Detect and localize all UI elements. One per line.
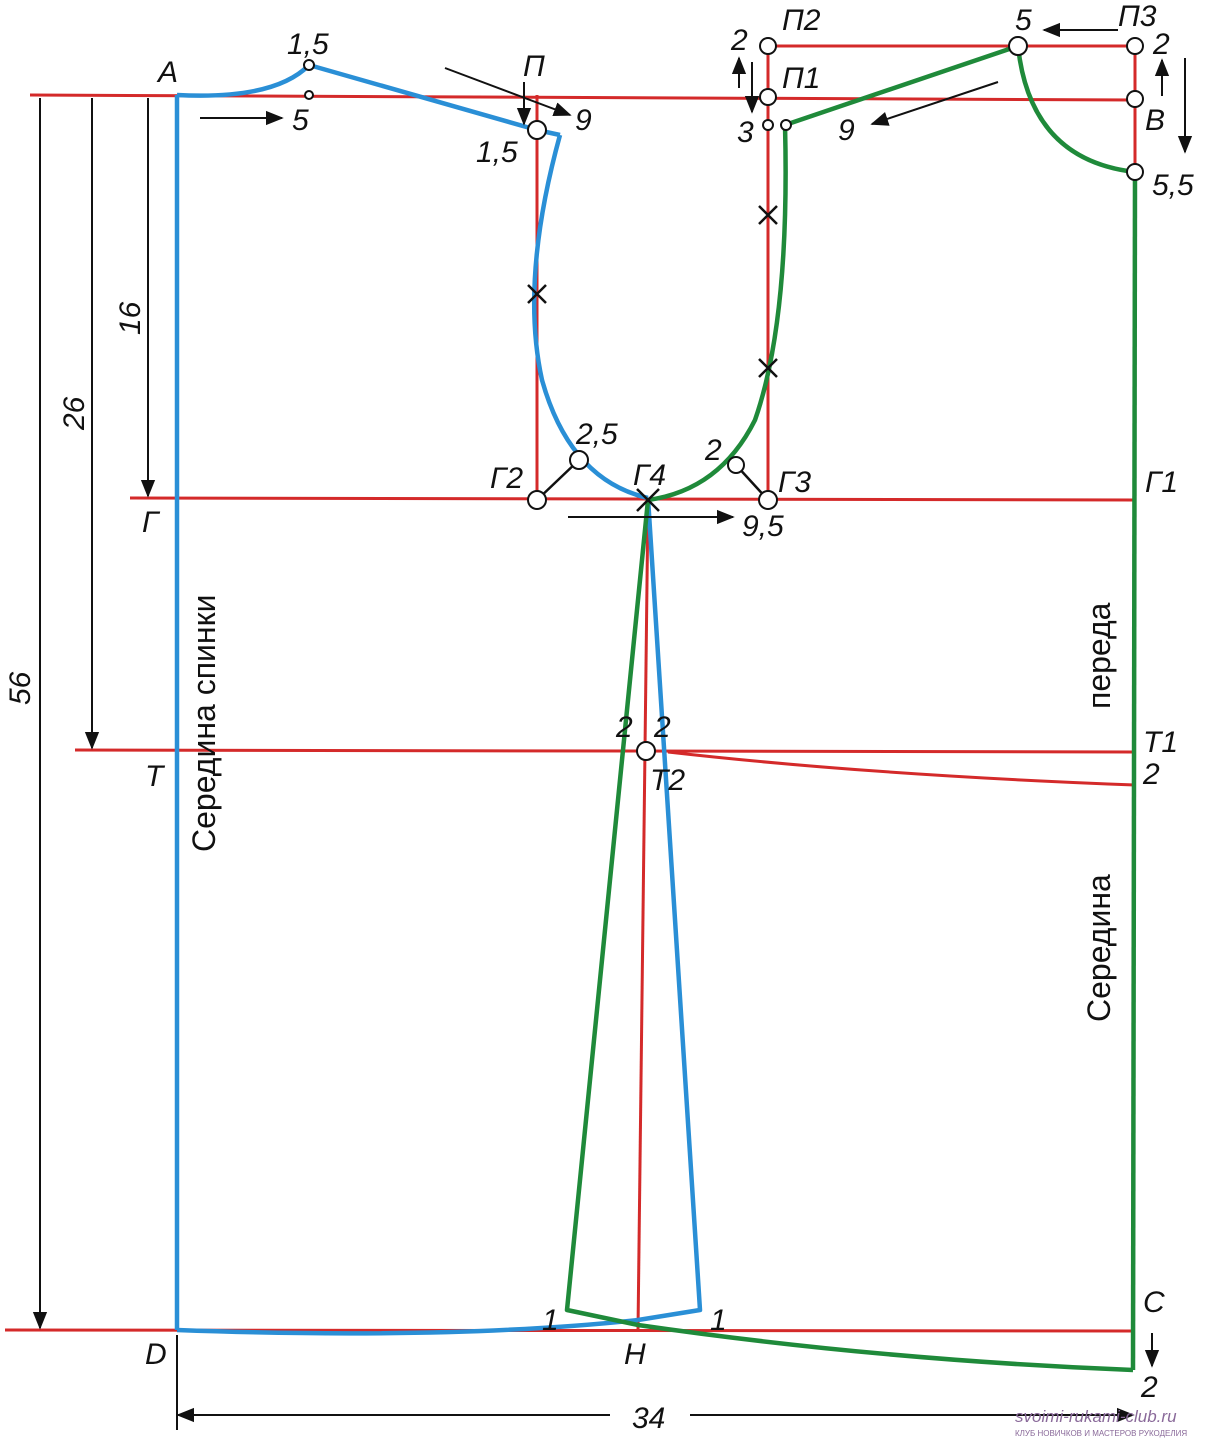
dim-2-p3: 2 — [1152, 28, 1170, 61]
label-t: Т — [145, 760, 166, 793]
cross-back-armhole — [527, 284, 547, 304]
point-3b — [780, 119, 792, 131]
dim-2-p2: 2 — [730, 24, 748, 57]
dim-2-c: 2 — [1140, 1371, 1158, 1404]
point-neck-back-5 — [304, 90, 314, 100]
cross-marks — [527, 205, 778, 512]
cross-front-lower — [758, 358, 778, 378]
label-g1: Г1 — [1145, 466, 1178, 499]
dim-5-left: 5 — [292, 104, 309, 137]
front-waist-curve — [667, 750, 1136, 787]
dim-9-right: 9 — [838, 114, 855, 147]
dim-26: 26 — [58, 396, 91, 431]
point-front-neck-5 — [1008, 36, 1028, 56]
label-h: Н — [624, 1338, 646, 1371]
point-g3 — [758, 490, 778, 510]
dim-2-t-right: 2 — [653, 711, 671, 744]
back-armhole — [531, 134, 649, 501]
point-letters: А Г Т D П П2 П1 П3 В Г2 Г4 Г3 Г1 Т1 Т2 С… — [142, 0, 1178, 1371]
cross-g4 — [636, 488, 660, 512]
dim-5-5: 5,5 — [1152, 169, 1194, 202]
label-v: В — [1145, 104, 1165, 137]
dim-2-g3: 2 — [704, 434, 722, 467]
point-p1 — [759, 88, 777, 106]
dim-1-right: 1 — [710, 1304, 727, 1337]
chest-line — [129, 496, 1136, 502]
label-p2: П2 — [782, 4, 821, 37]
dim-2-5: 2,5 — [575, 418, 618, 451]
back-piece-outline — [174, 62, 703, 1336]
dim-2-t-left: 2 — [615, 711, 633, 744]
label-g2: Г2 — [490, 462, 523, 495]
side-seam-line — [636, 499, 650, 1331]
watermark-url: svoimi-rukami-club.ru — [1015, 1407, 1177, 1426]
label-a: А — [156, 56, 178, 89]
dim-1-5-top: 1,5 — [287, 28, 329, 61]
front-center-line — [1130, 171, 1138, 1371]
back-center-label: Середина спинки — [186, 595, 222, 852]
watermark: svoimi-rukami-club.ru КЛУБ НОВИЧКОВ И МА… — [1015, 1407, 1187, 1438]
front-armhole — [647, 124, 788, 503]
point-3a — [762, 119, 774, 131]
front-neckline — [1015, 45, 1136, 175]
point-2-g3 — [727, 456, 745, 474]
arrow-9-left — [444, 67, 572, 117]
point-shoulder-back — [527, 120, 547, 140]
arrows — [32, 22, 1193, 1430]
hem-line — [4, 1328, 1136, 1333]
front-label-top: переда — [1081, 602, 1117, 709]
dim-1-5-shoulder: 1,5 — [476, 136, 518, 169]
point-v — [1126, 90, 1144, 108]
point-p3 — [1126, 37, 1144, 55]
label-p3: П3 — [1118, 0, 1157, 33]
point-g2 — [527, 490, 547, 510]
label-g: Г — [142, 506, 161, 539]
label-d: D — [145, 1338, 167, 1371]
dim-16: 16 — [114, 301, 147, 335]
label-p: П — [523, 50, 545, 83]
waist-line — [74, 748, 1136, 754]
point-2-5 — [569, 450, 589, 470]
front-piece-outline — [564, 43, 1138, 1373]
dim-9-left: 9 — [575, 104, 592, 137]
label-c: С — [1143, 1286, 1165, 1319]
dimension-values: 16 26 56 34 1,5 5 9 1,5 2 3 9 5 2 5,5 2,… — [4, 4, 1194, 1435]
point-p2 — [759, 37, 777, 55]
watermark-subtitle: КЛУБ НОВИЧКОВ И МАСТЕРОВ РУКОДЕЛИЯ — [1015, 1429, 1187, 1438]
dim-1-left: 1 — [542, 1304, 559, 1337]
front-label-bottom: Середина — [1081, 874, 1117, 1022]
dim-34: 34 — [632, 1402, 665, 1435]
construction-lines — [4, 44, 1137, 1333]
dim-56: 56 — [4, 671, 37, 705]
front-hem — [637, 1322, 1134, 1373]
arrow-9-right — [870, 81, 999, 126]
dim-5-top: 5 — [1015, 4, 1032, 37]
dim-9-5: 9,5 — [742, 510, 784, 543]
back-neckline — [176, 63, 311, 98]
label-t2: Т2 — [650, 764, 685, 797]
point-neck-back — [303, 59, 315, 71]
point-markers — [303, 36, 1144, 761]
back-side-seam — [637, 497, 703, 1323]
back-hem — [176, 1317, 639, 1336]
cross-front-upper — [758, 205, 778, 225]
dim-3: 3 — [737, 116, 754, 149]
point-t2 — [636, 741, 656, 761]
label-t1: Т1 — [1143, 726, 1178, 759]
label-p1: П1 — [782, 62, 820, 95]
label-g4: Г4 — [633, 459, 666, 492]
front-side-seam — [564, 499, 651, 1328]
front-shoulder — [784, 43, 1019, 128]
point-5-5 — [1126, 163, 1144, 181]
label-g3: Г3 — [778, 466, 811, 499]
dim-2-t1: 2 — [1142, 758, 1160, 791]
